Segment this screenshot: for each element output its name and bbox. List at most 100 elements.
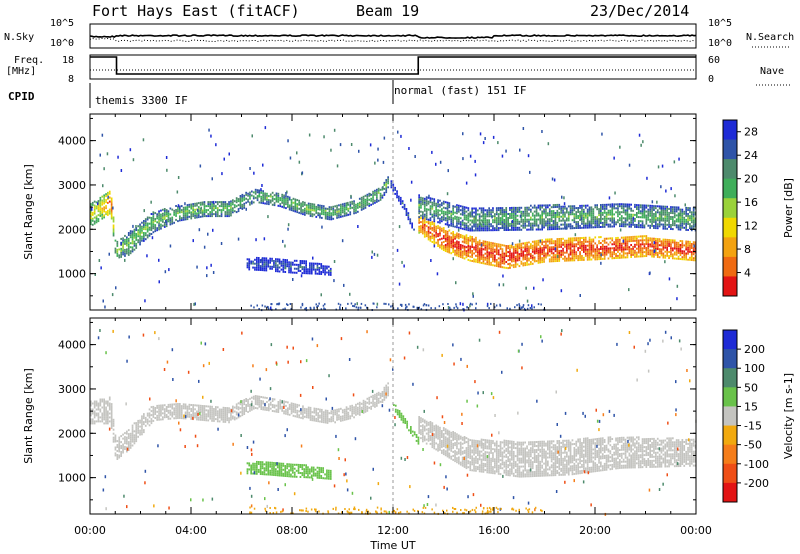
cell-power-band-3 [473,258,475,261]
cell-power-band-0 [139,235,141,238]
cell-power-band-4 [461,207,464,210]
cell-power-band-0 [137,231,139,234]
cell-power-band-3 [448,251,451,254]
cell-power-band-3 [617,246,619,249]
cell-power-band-4 [592,216,595,219]
speckle-power [664,260,666,264]
cell-power-band-3 [442,249,445,251]
cell-power-band-4 [658,217,661,220]
cell-power-band-4 [672,212,674,215]
cell-power-band-0 [338,214,340,217]
colorbar-swatch-power-1 [723,139,737,160]
cell-power-band-4 [482,207,485,210]
cell-power-band-0 [207,201,210,204]
cell-power-band-4 [687,217,689,219]
cell-power-band-4 [535,214,538,217]
cell-power-band-0 [358,205,361,208]
cell-power-band-3 [539,249,542,252]
cell-power-band-4 [636,204,638,207]
cell-power-band-3 [662,256,665,259]
cell-power-band-1 [276,266,279,269]
speckle-power [469,154,472,158]
cell-power-band-0 [296,211,299,214]
cell-power-band-0 [249,201,251,204]
cell-power-band-0 [90,207,92,210]
cell-power-band-3 [530,243,532,246]
cell-power-band-0 [300,206,302,209]
cell-velocity-band-0 [129,440,132,443]
speckle-power [111,293,114,297]
cell-power-band-1 [282,270,285,273]
cell-power-band-2 [403,203,406,206]
cell-velocity-band-0 [180,407,183,410]
speckle-power [292,278,294,281]
cell-velocity-band-0 [163,410,166,413]
cell-power-band-0 [235,201,238,204]
near-range-power [518,303,520,306]
cell-power-band-4 [486,219,489,222]
cell-velocity-band-0 [158,406,160,409]
cell-velocity-band-0 [122,443,124,446]
cell-power-band-0 [317,206,319,209]
speckle-power [333,279,335,283]
cell-power-band-4 [658,213,661,216]
cell-power-band-2 [398,199,400,202]
cell-power-band-3 [537,247,540,250]
cell-power-band-3 [537,261,540,264]
cell-power-band-4 [637,208,640,211]
cell-power-band-3 [458,251,460,254]
cell-power-band-3 [495,261,498,263]
cell-velocity-band-0 [173,411,175,414]
cell-velocity-band-0 [148,412,151,415]
cell-power-band-4 [685,212,687,215]
cell-power-band-3 [454,233,456,236]
cell-power-band-3 [560,251,562,254]
cell-power-band-3 [613,253,615,256]
cell-power-band-0 [105,213,107,216]
cell-power-band-4 [566,223,568,226]
cell-power-band-4 [552,226,555,229]
cell-power-band-0 [101,209,104,212]
cell-power-band-3 [514,255,517,258]
cell-velocity-band-0 [186,405,189,408]
cell-power-band-1 [320,273,323,275]
cell-power-band-3 [543,260,545,263]
cell-velocity-band-0 [146,420,149,423]
speckle-power [102,299,104,303]
cell-power-band-0 [353,212,355,215]
cell-power-band-4 [509,217,511,219]
cell-power-band-4 [560,219,562,222]
cell-power-band-2 [392,183,395,186]
cell-power-band-3 [480,249,483,252]
cell-velocity-band-0 [137,423,139,426]
cell-power-band-3 [446,244,449,247]
cell-power-band-4 [548,212,551,215]
cell-power-band-4 [590,220,593,223]
cell-power-band-4 [475,209,477,212]
cell-power-band-0 [146,228,149,231]
cell-velocity-band-0 [107,416,109,419]
cell-power-band-3 [429,235,432,238]
cell-power-band-0 [135,233,138,235]
cell-power-band-3 [475,238,477,241]
cell-power-band-1 [273,266,275,268]
cell-power-band-0 [112,230,115,233]
cell-velocity-band-0 [131,438,134,441]
cell-power-band-3 [531,254,534,257]
cell-power-band-4 [660,215,663,218]
cell-power-band-4 [482,219,485,222]
cell-power-band-4 [607,217,610,220]
cell-power-band-4 [494,219,496,222]
cell-power-band-4 [458,204,460,207]
cell-velocity-band-0 [139,429,141,432]
cell-power-band-2 [405,212,408,214]
cell-power-band-4 [577,207,579,209]
speckle-power [206,274,208,278]
speckle-power [144,299,146,303]
cell-power-band-4 [603,221,606,224]
cell-power-band-1 [275,266,277,269]
cell-power-band-3 [541,251,543,254]
cell-velocity-band-0 [90,400,92,403]
cell-power-band-3 [622,242,625,245]
cell-power-band-4 [458,220,460,223]
